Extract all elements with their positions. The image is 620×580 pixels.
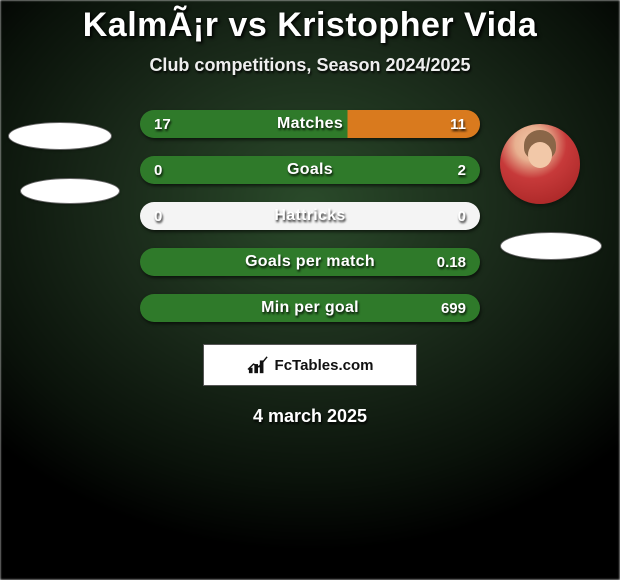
page-subtitle: Club competitions, Season 2024/2025: [149, 55, 470, 76]
bar-chart-icon: [247, 355, 269, 375]
stat-right-value: 699: [430, 300, 466, 317]
stats-block: 17 Matches 11 0 Goals 2 0 Hattricks 0 Goals per m…: [140, 110, 480, 322]
stat-right-value: 11: [430, 116, 466, 133]
stat-row: 0 Hattricks 0: [140, 202, 480, 230]
stat-row: 17 Matches 11: [140, 110, 480, 138]
brand-label: FcTables.com: [275, 357, 374, 374]
date-label: 4 march 2025: [253, 406, 367, 427]
brand-box[interactable]: FcTables.com: [203, 344, 417, 386]
stat-label: Min per goal: [261, 299, 359, 317]
stat-right-value: 0: [430, 208, 466, 225]
stat-right-value: 0.18: [430, 254, 466, 271]
stat-row: 0 Goals 2: [140, 156, 480, 184]
stat-left-value: 0: [154, 208, 190, 225]
stat-label: Goals per match: [245, 253, 375, 271]
stat-row: Min per goal 699: [140, 294, 480, 322]
stat-label: Matches: [277, 115, 343, 133]
stat-row: Goals per match 0.18: [140, 248, 480, 276]
stat-left-value: 0: [154, 162, 190, 179]
stat-right-value: 2: [430, 162, 466, 179]
stat-label: Hattricks: [274, 207, 345, 225]
stat-left-value: 17: [154, 116, 190, 133]
stat-label: Goals: [287, 161, 333, 179]
page-title: KalmÃ¡r vs Kristopher Vida: [83, 6, 538, 45]
